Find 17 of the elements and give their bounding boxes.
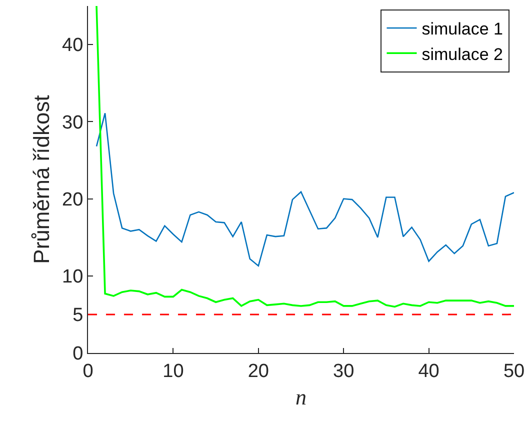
x-tick-label: 30 <box>333 360 354 382</box>
line-series <box>96 112 514 267</box>
x-axis-title: n <box>296 384 306 410</box>
y-tick-label: 0 <box>72 344 84 365</box>
x-tick-label: 10 <box>162 360 184 382</box>
x-tick-label: 40 <box>418 360 440 382</box>
x-tick-label: 50 <box>503 360 525 382</box>
legend-label: simulace 1 <box>422 20 504 39</box>
y-tick-label: 20 <box>62 189 84 210</box>
x-tick-label: 20 <box>248 360 269 382</box>
y-tick-label: 5 <box>72 305 84 326</box>
y-tick-label: 10 <box>62 266 84 288</box>
y-tick-label: 40 <box>62 35 84 56</box>
y-axis-title: Průměrná řídkost <box>28 95 54 264</box>
y-tick-label: 30 <box>62 112 84 134</box>
legend-label: simulace 2 <box>422 44 504 64</box>
line-series <box>96 6 514 308</box>
